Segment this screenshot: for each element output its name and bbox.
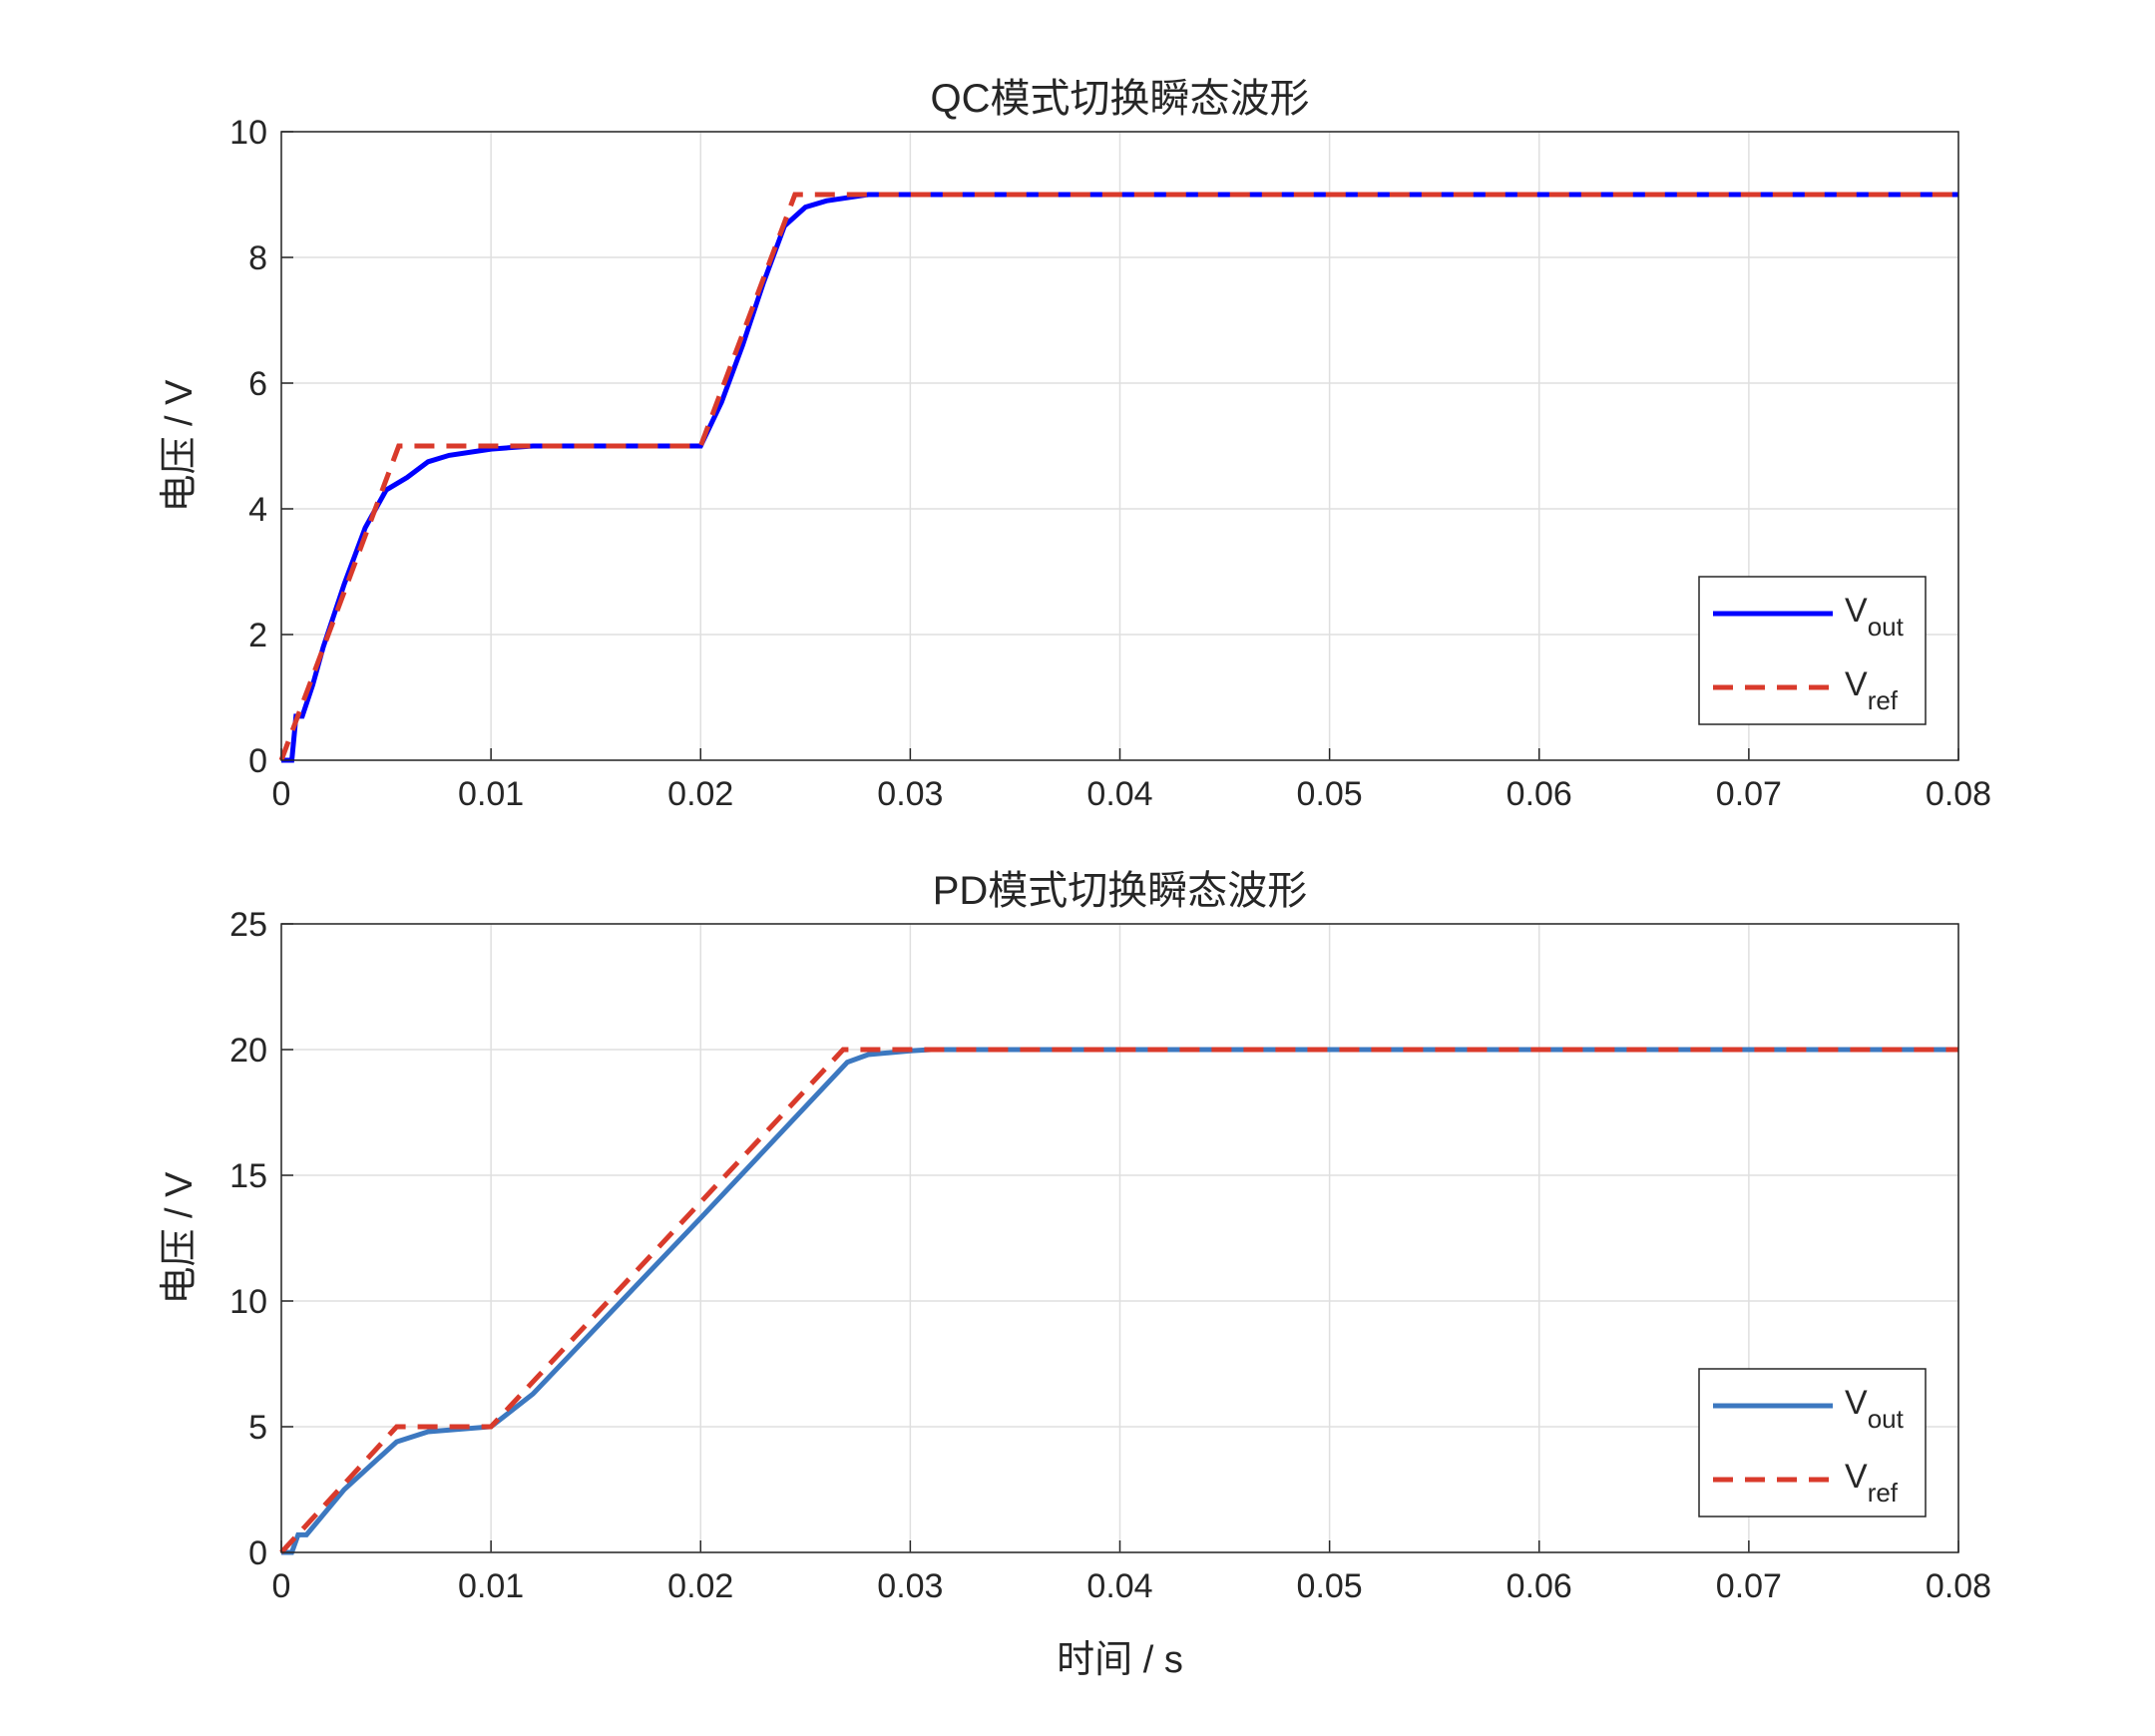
x-tick-label: 0.02: [667, 1567, 733, 1605]
chart-title: PD模式切换瞬态波形: [933, 869, 1308, 913]
y-tick-label: 2: [248, 617, 267, 654]
x-tick-label: 0.07: [1716, 1567, 1782, 1605]
series-line: [281, 192, 1958, 763]
legend-label: Vref: [1845, 665, 1899, 715]
y-tick-label: 10: [229, 1283, 267, 1321]
legend-label: Vout: [1845, 592, 1905, 642]
y-axis-label: 电压 / V: [159, 379, 201, 513]
x-tick-label: 0.03: [877, 775, 943, 813]
x-tick-label: 0.08: [1926, 1567, 1991, 1605]
legend-label: Vref: [1845, 1458, 1899, 1508]
y-tick-label: 5: [248, 1409, 267, 1447]
y-axis-label: 电压 / V: [159, 1171, 201, 1305]
y-tick-label: 6: [248, 365, 267, 403]
axes-box: [280, 131, 1959, 761]
x-tick-label: 0.05: [1297, 1567, 1363, 1605]
x-tick-label: 0.04: [1086, 775, 1152, 813]
legend-box: [1698, 1368, 1927, 1518]
legend-label: Vout: [1845, 1384, 1905, 1434]
series-line: [278, 192, 1958, 761]
chart-title: QC模式切换瞬态波形: [931, 77, 1310, 121]
x-tick-label: 0.04: [1086, 1567, 1152, 1605]
x-axis-label: 时间 / s: [1057, 1639, 1183, 1681]
y-tick-label: 4: [248, 491, 267, 529]
y-tick-label: 0: [248, 742, 267, 780]
legend-box: [1698, 576, 1927, 725]
y-tick-label: 25: [229, 906, 267, 944]
x-tick-label: 0.01: [458, 775, 524, 813]
x-tick-label: 0.06: [1507, 775, 1572, 813]
x-tick-label: 0.03: [877, 1567, 943, 1605]
x-tick-label: 0: [272, 775, 291, 813]
x-tick-label: 0.05: [1297, 775, 1363, 813]
x-tick-label: 0.06: [1507, 1567, 1572, 1605]
x-tick-label: 0.07: [1716, 775, 1782, 813]
x-tick-label: 0.01: [458, 1567, 524, 1605]
series-line: [279, 1047, 1958, 1554]
axes-box: [280, 923, 1959, 1553]
y-tick-label: 10: [229, 114, 267, 152]
y-tick-label: 15: [229, 1157, 267, 1195]
y-tick-label: 0: [248, 1534, 267, 1572]
x-tick-label: 0: [272, 1567, 291, 1605]
x-tick-label: 0.08: [1926, 775, 1991, 813]
x-tick-label: 0.02: [667, 775, 733, 813]
y-tick-label: 8: [248, 239, 267, 277]
y-tick-label: 20: [229, 1032, 267, 1070]
